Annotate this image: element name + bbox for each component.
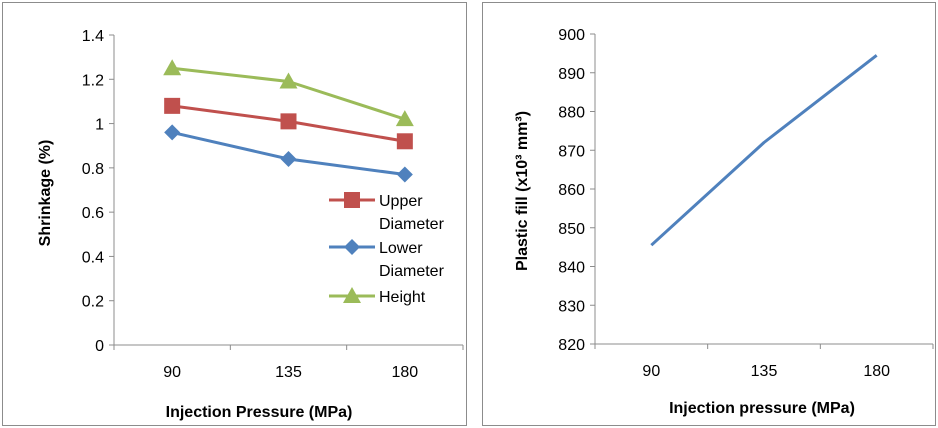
x-tick-label: 90 [642, 363, 660, 380]
y-tick-label: 840 [558, 260, 585, 277]
x-tick-label: 135 [275, 364, 302, 381]
y-tick-label: 1 [95, 117, 104, 134]
y-tick-label: 820 [558, 337, 585, 354]
y-tick-label: 850 [558, 221, 585, 238]
y-tick-label: 890 [558, 66, 585, 83]
legend-label: Lower [379, 240, 423, 257]
legend-marker [344, 192, 360, 208]
shrinkage-chart: 0 0.2 0.4 0.6 0.8 1 1.2 1.4 90 135 180 Upper Diamet… [37, 28, 464, 421]
data-point [280, 113, 297, 130]
data-point [163, 59, 182, 76]
data-point [164, 97, 181, 114]
y-tick-label: 1.4 [82, 28, 104, 45]
y-axis-title: Shrinkage (%) [37, 140, 54, 247]
legend-label: Diameter [379, 263, 445, 280]
legend-marker [344, 239, 360, 255]
shrinkage-chart-panel: 0 0.2 0.4 0.6 0.8 1 1.2 1.4 90 135 180 Upper Diamet… [2, 2, 467, 426]
legend-label: Diameter [379, 216, 445, 233]
y-tick-label: 0.4 [82, 249, 104, 266]
y-tick-label: 0.8 [82, 161, 104, 178]
x-tick-label: 180 [391, 364, 418, 381]
legend-label: Height [379, 289, 426, 306]
y-tick-label: 900 [558, 27, 585, 44]
data-point [396, 133, 413, 150]
y-tick-label: 0.2 [82, 294, 104, 311]
plastic-fill-chart-panel: 820 830 840 850 860 870 880 890 900 90 135 180 Inje… [482, 2, 936, 426]
x-tick-label: 180 [863, 363, 890, 380]
y-tick-label: 1.2 [82, 72, 104, 89]
data-point [279, 72, 298, 89]
x-axis-title: Injection pressure (MPa) [669, 400, 855, 417]
x-axis-title: Injection Pressure (MPa) [166, 404, 353, 421]
x-tick-label: 135 [751, 363, 778, 380]
y-axis-title: Plastic fill (x10³ mm³) [514, 111, 531, 271]
legend-marker [343, 287, 361, 303]
data-point [164, 124, 181, 141]
y-tick-label: 0 [95, 338, 104, 355]
y-tick-label: 0.6 [82, 205, 104, 222]
data-point [395, 110, 414, 127]
y-tick-label: 860 [558, 182, 585, 199]
y-tick-label: 870 [558, 143, 585, 160]
series-line [650, 54, 878, 247]
y-tick-label: 880 [558, 105, 585, 122]
legend-label: Upper [379, 193, 423, 210]
x-tick-label: 90 [163, 364, 181, 381]
y-tick-label: 830 [558, 298, 585, 315]
plastic-fill-chart: 820 830 840 850 860 870 880 890 900 90 135 180 Inje… [514, 27, 934, 417]
data-point [396, 166, 413, 183]
data-point [280, 151, 297, 167]
